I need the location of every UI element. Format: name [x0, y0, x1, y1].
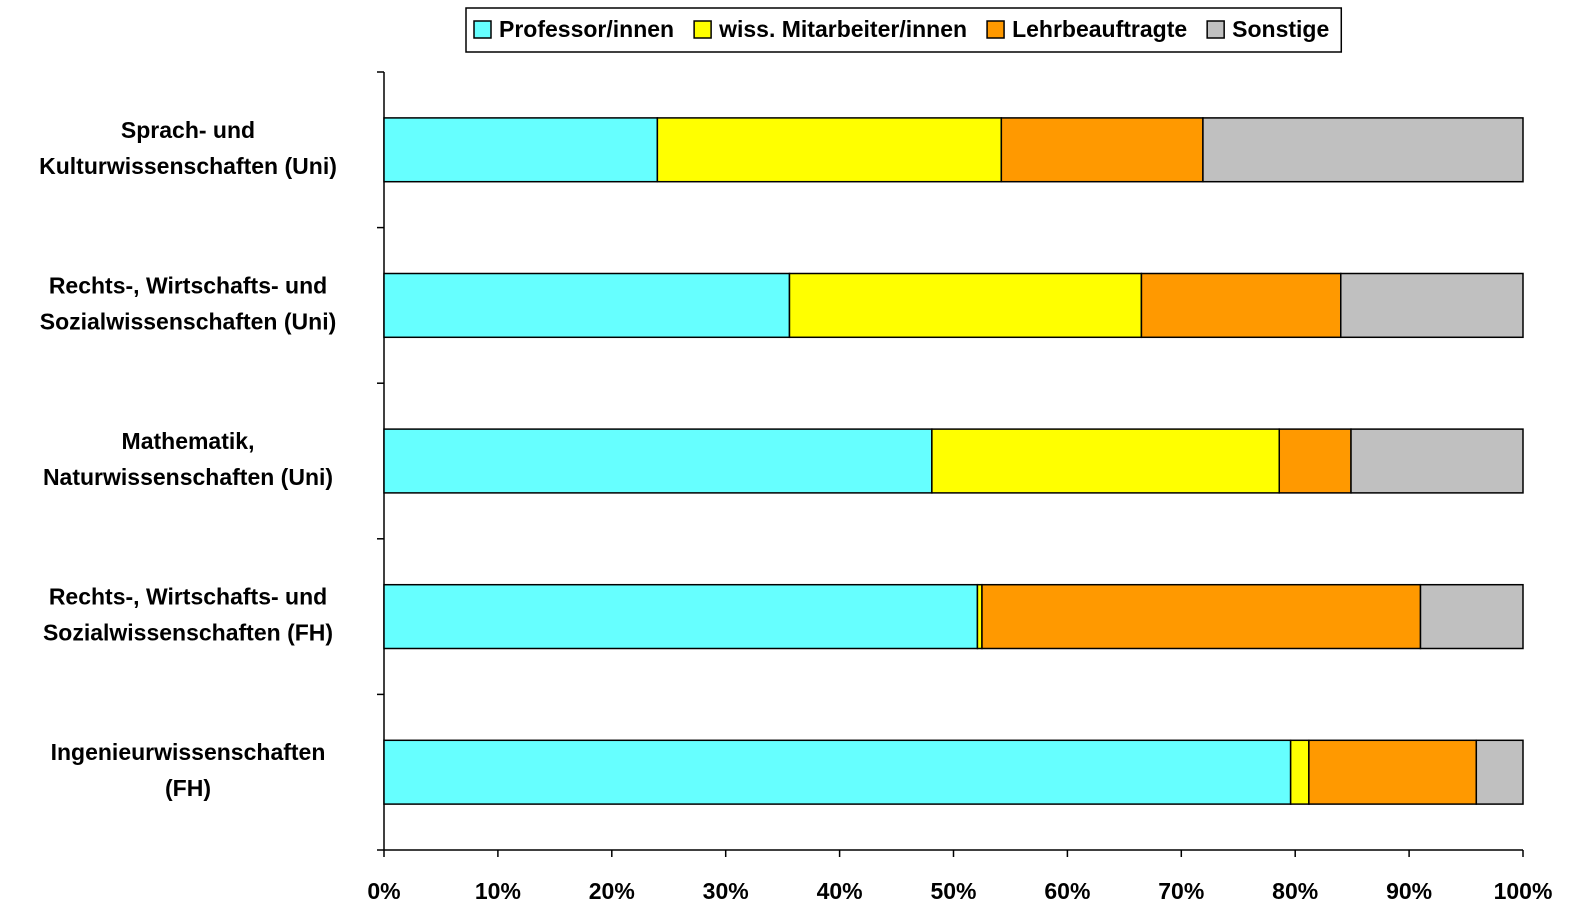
legend-swatch: [1206, 20, 1225, 39]
bar-segment: [788, 272, 1143, 339]
x-tick-label: 70%: [1158, 878, 1204, 904]
bar-segment: [1308, 739, 1478, 805]
legend-swatch: [986, 20, 1005, 39]
bar-segment: [931, 428, 1281, 494]
legend-swatch: [693, 20, 712, 39]
bar-segment: [383, 117, 659, 183]
legend-swatch: [473, 20, 492, 39]
bar-segment: [1419, 583, 1524, 650]
legend-label: wiss. Mitarbeiter/innen: [718, 16, 967, 42]
bar-segment: [1289, 739, 1310, 805]
legend-label: Sonstige: [1232, 16, 1329, 42]
bar-segment: [1202, 117, 1524, 183]
y-tick-label: Sprach- und Kulturwissenschaften (Uni): [39, 117, 337, 179]
bar-segment: [656, 117, 1003, 183]
bar-segment: [1140, 272, 1342, 339]
x-tick-label: 10%: [475, 878, 521, 904]
y-tick-label: Rechts-, Wirtschafts- und Sozialwissensch…: [40, 272, 337, 334]
legend-label: Professor/innen: [499, 16, 674, 42]
y-tick-label: Rechts-, Wirtschafts- und Sozialwissensch…: [43, 584, 333, 646]
x-tick-label: 30%: [703, 878, 749, 904]
bar-segment: [383, 428, 933, 494]
bar-segment: [383, 583, 979, 650]
bar-segment: [1340, 272, 1524, 339]
bar-segment: [1278, 428, 1352, 494]
x-tick-label: 60%: [1044, 878, 1090, 904]
x-tick-label: 40%: [817, 878, 863, 904]
bar-segment: [1475, 739, 1524, 805]
x-tick-label: 90%: [1386, 878, 1432, 904]
y-tick-label: Mathematik, Naturwissenschaften (Uni): [43, 428, 333, 490]
x-tick-label: 50%: [930, 878, 976, 904]
bar-segment: [1000, 117, 1204, 183]
x-tick-label: 0%: [367, 878, 400, 904]
bar-segment: [383, 272, 791, 339]
bar-segment: [383, 739, 1292, 805]
legend-label: Lehrbeauftragte: [1012, 16, 1187, 42]
bar-segment: [981, 583, 1422, 650]
legend: [465, 7, 1343, 53]
x-tick-label: 20%: [589, 878, 635, 904]
x-tick-label: 100%: [1494, 878, 1553, 904]
bar-segment: [1350, 428, 1524, 494]
x-tick-label: 80%: [1272, 878, 1318, 904]
y-tick-label: Ingenieurwissenschaften (FH): [51, 739, 326, 801]
